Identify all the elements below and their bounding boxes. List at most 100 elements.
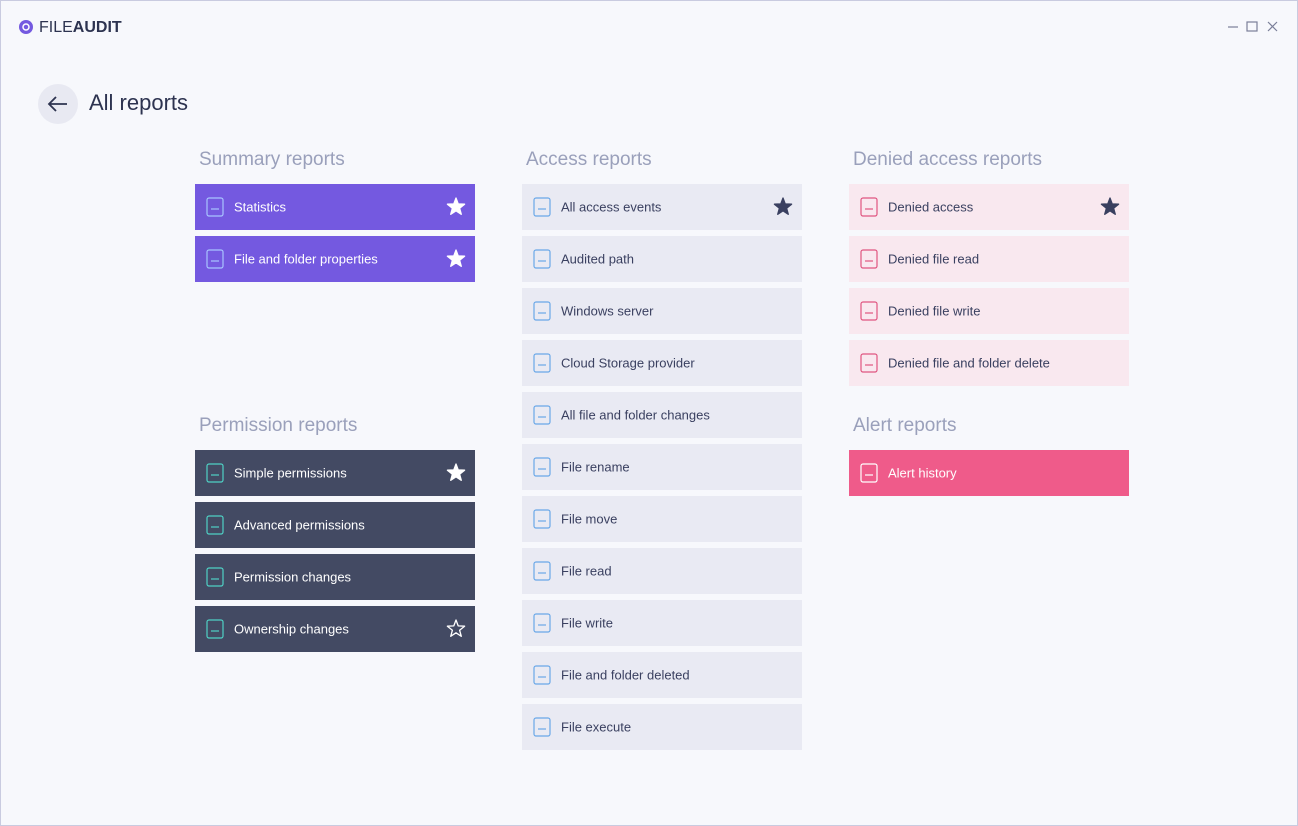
report-item[interactable]: Advanced permissions [195,502,475,548]
report-item[interactable]: Denied file write [849,288,1129,334]
report-label[interactable]: Advanced permissions [234,517,365,532]
report-label[interactable]: File rename [561,459,630,474]
report-icon[interactable] [533,457,551,477]
report-icon[interactable] [860,301,878,321]
report-item[interactable]: Ownership changes [195,606,475,652]
report-label[interactable]: File read [561,563,612,578]
report-icon[interactable] [533,717,551,737]
report-item[interactable]: All access events [522,184,802,230]
report-item-bg[interactable] [195,554,475,600]
report-item-bg[interactable] [522,236,802,282]
report-label[interactable]: Denied access [888,199,974,214]
report-label[interactable]: Denied file write [888,303,981,318]
report-item-bg[interactable] [849,450,1129,496]
report-icon[interactable] [206,515,224,535]
report-icon[interactable] [533,249,551,269]
report-label[interactable]: File and folder deleted [561,667,690,682]
maximize-button[interactable] [1246,21,1258,32]
report-icon[interactable] [206,249,224,269]
report-icon[interactable] [860,353,878,373]
report-item[interactable]: Windows server [522,288,802,334]
report-item[interactable]: Cloud Storage provider [522,340,802,386]
report-item-bg[interactable] [849,340,1129,386]
report-icon[interactable] [533,509,551,529]
report-item-bg[interactable] [195,184,475,230]
report-item[interactable]: Denied file read [849,236,1129,282]
report-item-bg[interactable] [522,288,802,334]
report-item-bg[interactable] [849,236,1129,282]
report-label[interactable]: Ownership changes [234,621,349,636]
report-item-bg[interactable] [195,450,475,496]
report-label[interactable]: Alert history [888,465,957,480]
window-controls[interactable] [1228,21,1278,32]
report-icon[interactable] [860,249,878,269]
report-item[interactable]: Denied access [849,184,1129,230]
report-label[interactable]: Windows server [561,303,654,318]
report-item-bg[interactable] [522,652,802,698]
report-item[interactable]: File and folder deleted [522,652,802,698]
report-item-bg[interactable] [849,184,1129,230]
report-item-bg[interactable] [195,236,475,282]
report-item[interactable]: File and folder properties [195,236,475,282]
report-label[interactable]: Cloud Storage provider [561,355,695,370]
report-label[interactable]: All access events [561,199,662,214]
report-item-bg[interactable] [522,340,802,386]
report-item[interactable]: Permission changes [195,554,475,600]
report-item[interactable]: Denied file and folder delete [849,340,1129,386]
report-item[interactable]: Alert history [849,450,1129,496]
close-button[interactable] [1267,21,1278,32]
report-item-bg[interactable] [849,288,1129,334]
report-label[interactable]: Denied file read [888,251,979,266]
favorite-star[interactable] [446,249,466,267]
report-icon[interactable] [533,353,551,373]
report-label[interactable]: Permission changes [234,569,352,584]
favorite-star[interactable] [446,463,466,481]
report-label[interactable]: Statistics [234,199,287,214]
favorite-star[interactable] [773,197,793,215]
report-item-bg[interactable] [522,496,802,542]
back-arrow[interactable] [47,96,67,112]
report-label[interactable]: File write [561,615,613,630]
report-icon[interactable] [860,197,878,217]
report-label[interactable]: Denied file and folder delete [888,355,1050,370]
report-item-bg[interactable] [522,600,802,646]
report-item-bg[interactable] [522,444,802,490]
report-item-bg[interactable] [522,704,802,750]
report-icon[interactable] [533,301,551,321]
report-label[interactable]: Audited path [561,251,634,266]
report-icon[interactable] [206,567,224,587]
report-item[interactable]: File rename [522,444,802,490]
report-icon[interactable] [533,665,551,685]
report-icon[interactable] [206,197,224,217]
report-label[interactable]: File execute [561,719,631,734]
report-label[interactable]: File move [561,511,617,526]
report-icon[interactable] [533,405,551,425]
report-item[interactable]: File move [522,496,802,542]
report-item-bg[interactable] [522,184,802,230]
report-icon[interactable] [533,197,551,217]
report-label[interactable]: All file and folder changes [561,407,710,422]
logo-icon [19,20,33,34]
report-icon[interactable] [533,613,551,633]
report-icon[interactable] [533,561,551,581]
report-item-bg[interactable] [522,548,802,594]
report-item-bg[interactable] [522,392,802,438]
report-item[interactable]: All file and folder changes [522,392,802,438]
report-label[interactable]: File and folder properties [234,251,378,266]
report-item[interactable]: Statistics [195,184,475,230]
report-label[interactable]: Simple permissions [234,465,347,480]
report-icon[interactable] [206,463,224,483]
report-icon[interactable] [206,619,224,639]
report-icon[interactable] [860,463,878,483]
report-item[interactable]: File read [522,548,802,594]
back-button[interactable] [38,84,78,124]
report-item[interactable]: File execute [522,704,802,750]
favorite-star[interactable] [446,619,466,637]
report-item[interactable]: Simple permissions [195,450,475,496]
report-item[interactable]: Audited path [522,236,802,282]
favorite-star[interactable] [1100,197,1120,215]
report-item-bg[interactable] [195,502,475,548]
report-item-bg[interactable] [195,606,475,652]
report-item[interactable]: File write [522,600,802,646]
favorite-star[interactable] [446,197,466,215]
